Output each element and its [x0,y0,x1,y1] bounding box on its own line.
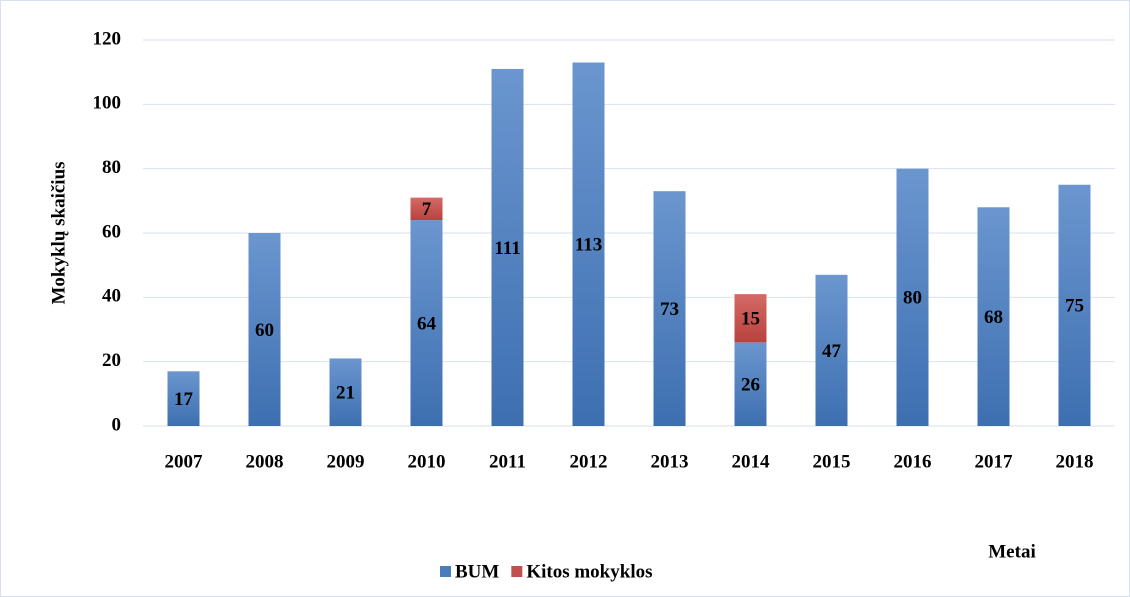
x-tick-label: 2011 [489,451,526,472]
data-label: 7 [422,199,432,220]
data-label: 15 [741,309,760,330]
bar-segment [1058,184,1091,426]
y-tick-label: 40 [102,286,121,307]
bar-segment [329,358,362,426]
x-tick-label: 2008 [246,451,284,472]
bar-segment [815,274,848,426]
x-tick-label: 2017 [975,451,1014,472]
bar-segment [410,197,443,221]
legend-swatch [440,566,451,577]
x-tick-label: 2009 [327,451,365,472]
x-tick-label: 2014 [732,451,771,472]
y-tick-label: 120 [93,28,122,49]
y-tick-label: 100 [93,93,122,114]
y-tick-label: 20 [102,350,121,371]
bar-segment [167,371,200,426]
x-tick-label: 2018 [1056,451,1094,472]
data-label: 111 [494,238,520,259]
data-label: 68 [984,307,1003,328]
bar-segment [977,207,1010,426]
bar-segment [734,342,767,426]
bar-segment [896,168,929,426]
x-tick-label: 2010 [408,451,446,472]
x-tick-label: 2012 [570,451,608,472]
legend-swatch [511,566,523,577]
x-axis-label: Metai [988,541,1035,562]
data-label: 113 [575,235,602,256]
data-label: 47 [822,341,842,362]
data-label: 75 [1065,296,1084,317]
bar-segment [653,191,686,426]
x-tick-label: 2016 [894,451,932,472]
data-label: 26 [741,375,760,396]
legend-label: BUM [455,561,499,582]
y-axis-label: Mokyklų skaičius [48,161,69,304]
x-tick-label: 2015 [813,451,851,472]
bar-segment [734,294,767,343]
y-tick-label: 80 [102,157,121,178]
legend-label: Kitos mokyklos [526,561,652,582]
data-label: 21 [336,383,355,404]
data-label: 17 [174,389,194,410]
data-label: 64 [417,313,437,334]
data-label: 73 [660,299,679,320]
bar-segment [491,68,524,426]
y-tick-label: 0 [112,414,122,435]
bar-segment [248,233,281,426]
y-tick-label: 60 [102,221,121,242]
bar-segment [410,220,443,426]
data-label: 60 [255,320,274,341]
bar-segment [572,62,605,427]
x-tick-label: 2013 [651,451,689,472]
data-label: 80 [903,288,922,309]
x-tick-label: 2007 [165,451,204,472]
